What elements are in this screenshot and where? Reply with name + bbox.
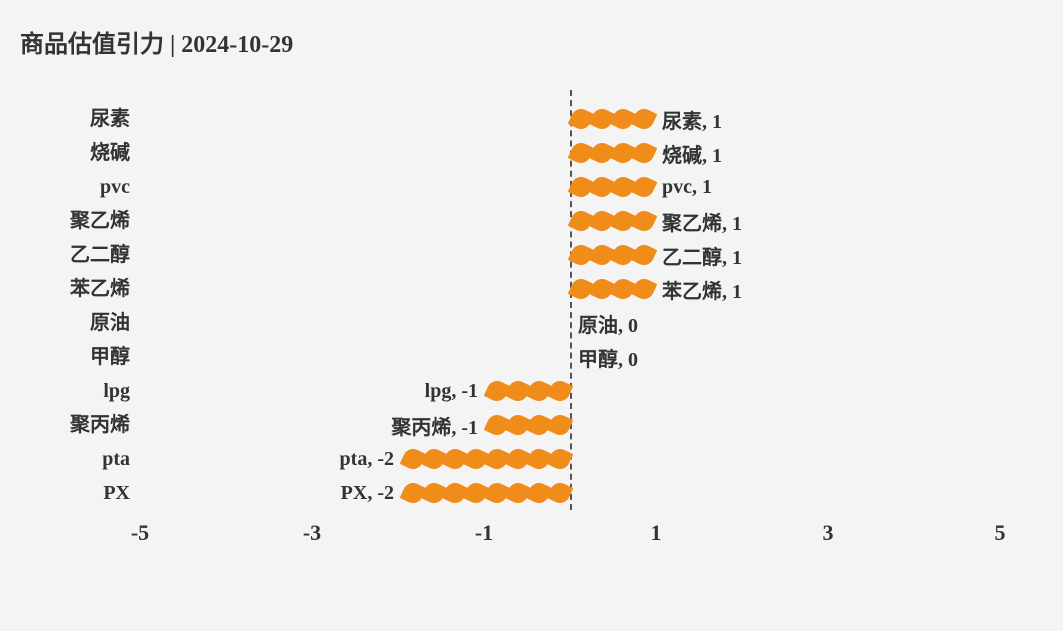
leaf-icon <box>462 480 489 507</box>
chart-title: 商品估值引力 | 2024-10-29 <box>20 24 293 59</box>
leaf-icon <box>630 276 657 303</box>
leaf-icon <box>483 378 510 405</box>
x-axis-tick: -3 <box>303 520 321 546</box>
y-axis-label: 甲醇 <box>90 347 130 367</box>
y-axis-label: 聚乙烯 <box>70 211 130 231</box>
leaf-icon <box>525 446 552 473</box>
leaf-icon <box>483 446 510 473</box>
leaf-icon <box>504 480 531 507</box>
leaf-icon <box>504 446 531 473</box>
leaf-icon <box>546 378 573 405</box>
bar-row: 甲醇, 0 <box>570 342 646 372</box>
x-axis-tick: 1 <box>651 520 662 546</box>
data-label: 乙二醇, 1 <box>662 241 742 270</box>
bar-row: 乙二醇, 1 <box>570 240 750 270</box>
data-label: 甲醇, 0 <box>578 343 638 372</box>
leaf-icon <box>441 480 468 507</box>
x-axis-ticks: -5-3-1135 <box>140 520 1000 560</box>
y-axis-label: lpg <box>103 381 130 401</box>
data-label: 聚丙烯, -1 <box>391 411 478 440</box>
chart-area: 尿素烧碱 pvc 聚乙烯乙二醇苯乙烯原油甲醇 lpg 聚丙烯 pta PX 尿素, 1 烧碱,… <box>0 90 1063 560</box>
leaf-icon <box>630 140 657 167</box>
data-label: pta, -2 <box>340 448 394 471</box>
leaf-icon <box>630 106 657 133</box>
bar-row: 聚乙烯, 1 <box>570 206 750 236</box>
leaf-icon <box>525 412 552 439</box>
bar-row: 聚丙烯, -1 <box>383 410 570 440</box>
leaf-icon <box>546 412 573 439</box>
data-label: 聚乙烯, 1 <box>662 207 742 236</box>
y-axis-label: 烧碱 <box>90 143 130 163</box>
plot-region: 尿素, 1 烧碱, 1 pvc, 1 聚乙烯, 1 乙二醇, 1 苯乙烯, 1 原油, 0 甲… <box>140 90 1000 510</box>
y-axis-label: PX <box>103 483 130 503</box>
bar-row: 尿素, 1 <box>570 104 730 134</box>
leaf-icon <box>399 480 426 507</box>
leaf-icon <box>462 446 489 473</box>
leaf-icon <box>420 446 447 473</box>
data-label: 原油, 0 <box>578 309 638 338</box>
leaf-icon <box>630 208 657 235</box>
data-label: 尿素, 1 <box>662 105 722 134</box>
leaf-icon <box>483 412 510 439</box>
leaf-icon <box>546 480 573 507</box>
x-axis-tick: -5 <box>131 520 149 546</box>
bar-row: PX, -2 <box>333 478 570 508</box>
x-axis-tick: -1 <box>475 520 493 546</box>
leaf-icon <box>441 446 468 473</box>
leaf-icon <box>546 446 573 473</box>
data-label: 烧碱, 1 <box>662 139 722 168</box>
leaf-icon <box>483 480 510 507</box>
y-axis-label: 尿素 <box>90 109 130 129</box>
bar-row: lpg, -1 <box>417 376 570 406</box>
y-axis-label: 乙二醇 <box>70 245 130 265</box>
x-axis-tick: 3 <box>823 520 834 546</box>
leaf-icon <box>504 378 531 405</box>
bar-row: 原油, 0 <box>570 308 646 338</box>
leaf-icon <box>504 412 531 439</box>
x-axis-tick: 5 <box>995 520 1006 546</box>
data-label: 苯乙烯, 1 <box>662 275 742 304</box>
y-axis-label: 苯乙烯 <box>70 279 130 299</box>
bar-row: 烧碱, 1 <box>570 138 730 168</box>
data-label: lpg, -1 <box>425 380 478 403</box>
data-label: PX, -2 <box>341 482 394 505</box>
y-axis-label: pvc <box>100 177 130 197</box>
leaf-icon <box>630 242 657 269</box>
leaf-icon <box>525 480 552 507</box>
bar-row: pta, -2 <box>332 444 570 474</box>
bar-row: pvc, 1 <box>570 172 720 202</box>
leaf-icon <box>399 446 426 473</box>
leaf-icon <box>525 378 552 405</box>
y-axis-label: 聚丙烯 <box>70 415 130 435</box>
bar-row: 苯乙烯, 1 <box>570 274 750 304</box>
y-axis-label: 原油 <box>90 313 130 333</box>
leaf-icon <box>630 174 657 201</box>
y-axis-labels: 尿素烧碱 pvc 聚乙烯乙二醇苯乙烯原油甲醇 lpg 聚丙烯 pta PX <box>0 90 130 510</box>
y-axis-label: pta <box>102 449 130 469</box>
leaf-icon <box>420 480 447 507</box>
data-label: pvc, 1 <box>662 176 712 199</box>
